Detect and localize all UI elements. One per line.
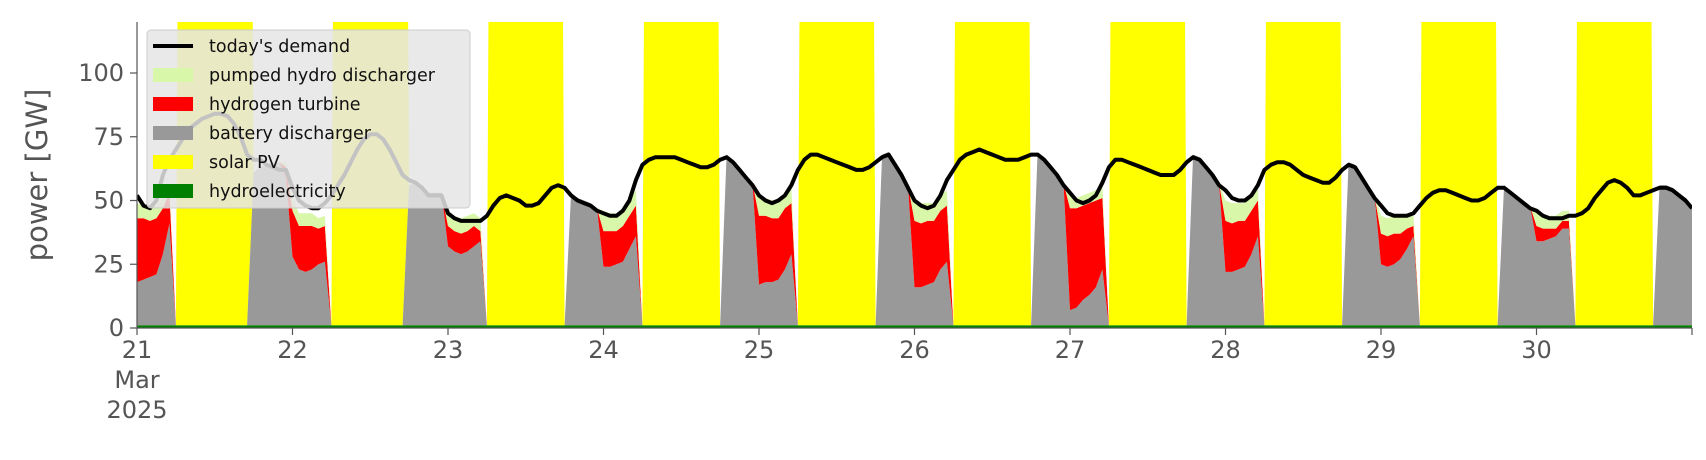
legend-label-hydrogen-turbine: hydrogen turbine: [209, 95, 361, 115]
legend-box: [146, 29, 471, 209]
x-tick-label: 29: [1366, 336, 1397, 364]
x-tick-label: 27: [1055, 336, 1086, 364]
legend-swatch-battery-discharger: [153, 126, 193, 140]
y-tick-label: 0: [109, 314, 124, 342]
x-tick-label: 25: [744, 336, 775, 364]
legend-label-solar-pv: solar PV: [209, 153, 280, 173]
x-tick-label: 22: [277, 336, 308, 364]
area-solar-pv: [137, 22, 1692, 326]
y-tick-label: 75: [93, 123, 124, 151]
legend-swatch-pumped-hydro-discharger: [153, 68, 193, 82]
stacked-area-layer: [137, 22, 1692, 328]
x-tick-label: 23: [433, 336, 464, 364]
x-tick-label: 28: [1210, 336, 1241, 364]
legend-label-hydroelectricity: hydroelectricity: [209, 182, 346, 202]
x-tick-month-label: Mar: [114, 366, 159, 394]
legend-label-pumped-hydro-discharger: pumped hydro discharger: [209, 66, 436, 86]
area-hydroelectricity: [137, 325, 1692, 328]
legend-swatch-hydroelectricity: [153, 184, 193, 198]
area-battery-discharger: [137, 152, 1692, 326]
area-hydrogen-turbine: [137, 152, 1692, 326]
y-tick-label: 25: [93, 250, 124, 278]
legend-label-battery-discharger: battery discharger: [209, 124, 372, 144]
y-axis-title: power [GW]: [20, 89, 54, 262]
x-tick-year-label: 2025: [106, 396, 167, 424]
x-tick-label: 26: [899, 336, 930, 364]
x-tick-label: 30: [1521, 336, 1552, 364]
x-tick-label: 24: [588, 336, 619, 364]
legend: today's demand pumped hydro discharger hyd…: [146, 29, 471, 209]
legend-label-today-s-demand: today's demand: [209, 37, 350, 57]
legend-swatch-hydrogen-turbine: [153, 97, 193, 111]
y-tick-label: 100: [78, 59, 124, 87]
legend-swatch-solar-pv: [153, 155, 193, 169]
y-tick-label: 50: [93, 187, 124, 215]
x-tick-label: 21: [122, 336, 153, 364]
